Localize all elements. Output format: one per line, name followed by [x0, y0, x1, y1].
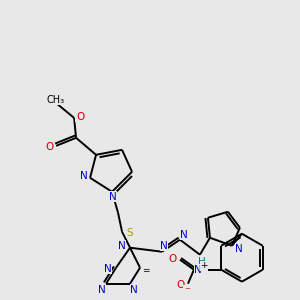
- Text: N: N: [180, 230, 188, 240]
- Text: N: N: [194, 265, 202, 275]
- Text: ⁻: ⁻: [184, 285, 190, 298]
- Text: N: N: [80, 171, 88, 181]
- Text: =: =: [142, 266, 150, 275]
- Text: N: N: [235, 244, 243, 254]
- Text: N: N: [160, 241, 168, 251]
- Text: O: O: [45, 142, 53, 152]
- Text: N: N: [130, 285, 138, 295]
- Text: O: O: [177, 280, 185, 290]
- Text: S: S: [127, 228, 133, 238]
- Text: CH₃: CH₃: [46, 95, 64, 105]
- Text: O: O: [76, 112, 84, 122]
- Text: H: H: [198, 257, 206, 267]
- Text: N: N: [98, 285, 106, 295]
- Text: N: N: [118, 241, 126, 251]
- Text: N: N: [104, 264, 112, 274]
- Text: +: +: [200, 261, 208, 270]
- Text: O: O: [169, 254, 177, 264]
- Text: N: N: [109, 192, 117, 202]
